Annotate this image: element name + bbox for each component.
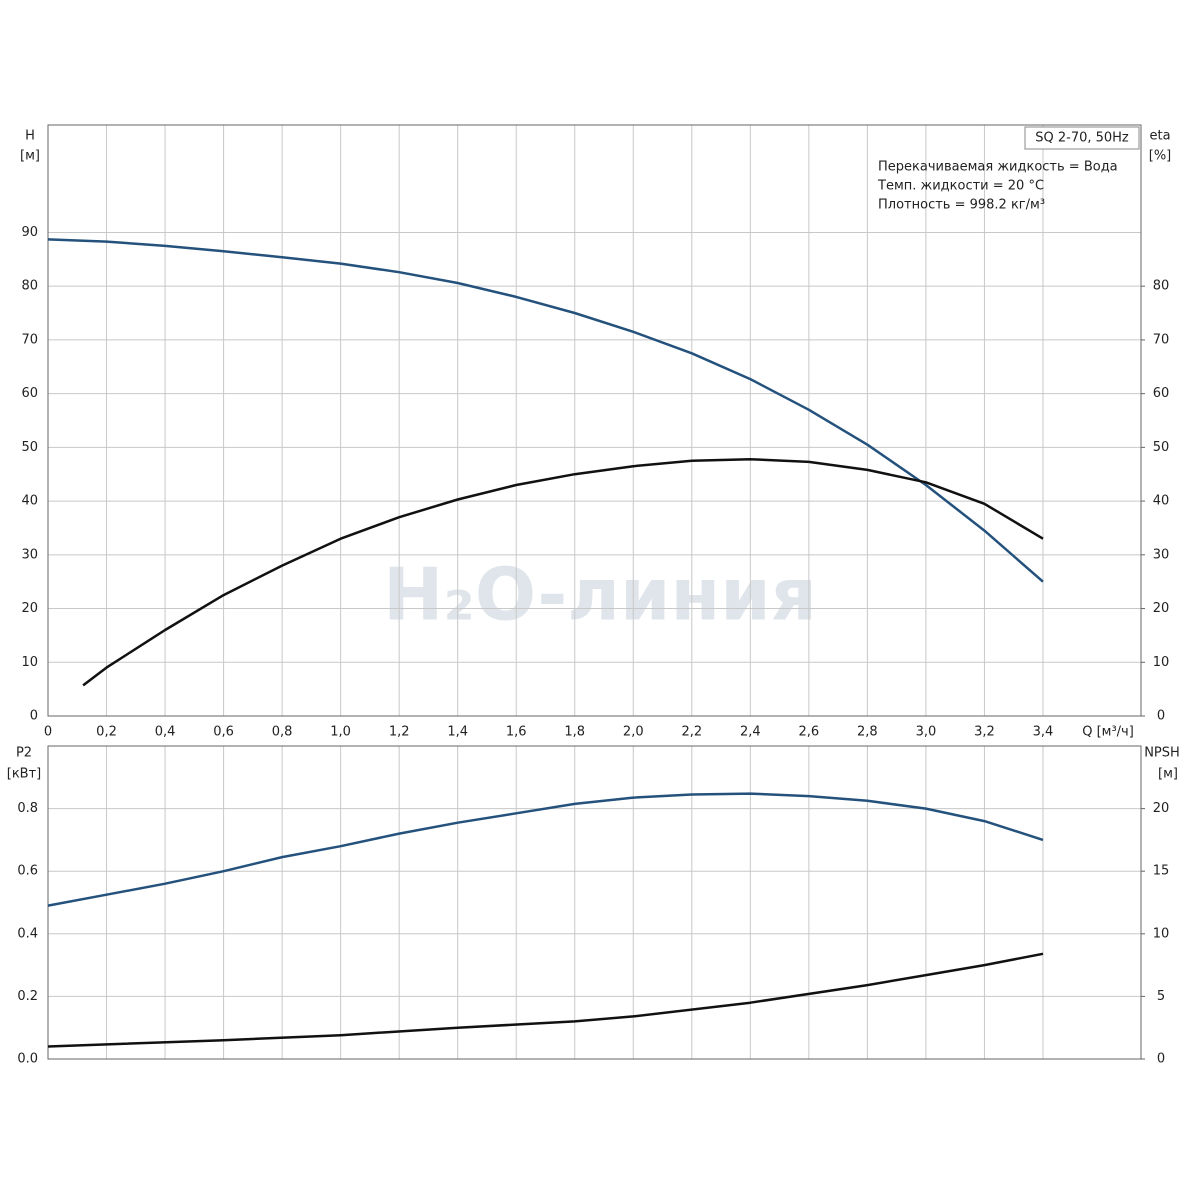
- y-tick-label: 0.2: [17, 989, 38, 1004]
- x-tick-label: 3,0: [916, 725, 937, 740]
- x-tick-label: 2,4: [740, 725, 761, 740]
- y2-axis-unit: [м]: [1158, 767, 1178, 782]
- y2-tick-label: 40: [1153, 494, 1170, 509]
- y2-tick-label: 10: [1153, 655, 1170, 670]
- x-tick-label: 2,2: [681, 725, 702, 740]
- curve: [47, 952, 1044, 1048]
- y-tick-label: 80: [21, 279, 38, 294]
- y2-tick-label: 50: [1153, 440, 1170, 455]
- watermark: H₂O-линия: [383, 553, 817, 637]
- y-tick-label: 30: [21, 547, 38, 562]
- y2-axis-label: NPSH: [1144, 746, 1180, 761]
- y-tick-label: 0.8: [17, 801, 38, 816]
- x-tick-label: 2,0: [623, 725, 644, 740]
- y2-tick-label: 0: [1157, 709, 1165, 724]
- y-tick-label: 0.4: [17, 926, 38, 941]
- y-axis-unit: [м]: [20, 149, 40, 164]
- y2-tick-label: 60: [1153, 386, 1170, 401]
- y-tick-label: 20: [21, 601, 38, 616]
- x-axis-label: Q [м³/ч]: [1082, 725, 1134, 740]
- x-tick-label: 1,6: [506, 725, 527, 740]
- y-axis-label: H: [25, 129, 35, 144]
- curve: [47, 238, 1044, 583]
- y-tick-label: 90: [21, 225, 38, 240]
- y2-axis-unit: [%]: [1149, 149, 1172, 164]
- x-tick-label: 1,0: [330, 725, 351, 740]
- y2-tick-label: 30: [1153, 547, 1170, 562]
- y2-tick-label: 10: [1153, 926, 1170, 941]
- y-tick-label: 0.0: [17, 1052, 38, 1067]
- y2-tick-label: 80: [1153, 279, 1170, 294]
- y2-tick-label: 20: [1153, 801, 1170, 816]
- box-title: SQ 2-70, 50Hz: [1035, 131, 1129, 146]
- plot-frame: [47, 124, 1142, 717]
- y-tick-label: 0: [30, 709, 38, 724]
- y2-tick-label: 5: [1157, 989, 1165, 1004]
- x-tick-label: 0,4: [155, 725, 176, 740]
- y2-tick-label: 15: [1153, 864, 1170, 879]
- curve: [82, 457, 1044, 687]
- x-tick-label: 2,8: [857, 725, 878, 740]
- y2-axis-label: eta: [1149, 129, 1170, 144]
- plot-frame: [47, 745, 1142, 1060]
- y-tick-label: 50: [21, 440, 38, 455]
- y-tick-label: 60: [21, 386, 38, 401]
- x-tick-label: 1,8: [564, 725, 585, 740]
- info-box: [1024, 126, 1140, 150]
- note: Плотность = 998.2 кг/м³: [878, 198, 1045, 213]
- x-tick-label: 0,2: [96, 725, 117, 740]
- y-tick-label: 0.6: [17, 864, 38, 879]
- y2-tick-label: 20: [1153, 601, 1170, 616]
- curve: [47, 792, 1044, 907]
- y-tick-label: 70: [21, 332, 38, 347]
- y-axis-label: P2: [16, 746, 32, 761]
- y-axis-unit: [кВт]: [7, 767, 42, 782]
- note: Темп. жидкости = 20 °C: [877, 179, 1044, 194]
- x-tick-label: 3,2: [974, 725, 995, 740]
- x-tick-label: 0: [44, 725, 52, 740]
- y-tick-label: 10: [21, 655, 38, 670]
- x-tick-label: 1,2: [389, 725, 410, 740]
- x-tick-label: 0,8: [272, 725, 293, 740]
- note: Перекачиваемая жидкость = Вода: [878, 160, 1118, 175]
- x-tick-label: 1,4: [447, 725, 468, 740]
- y2-tick-label: 0: [1157, 1052, 1165, 1067]
- y2-tick-label: 70: [1153, 332, 1170, 347]
- x-tick-label: 2,6: [799, 725, 820, 740]
- y-tick-label: 40: [21, 494, 38, 509]
- x-tick-label: 3,4: [1033, 725, 1054, 740]
- x-tick-label: 0,6: [213, 725, 234, 740]
